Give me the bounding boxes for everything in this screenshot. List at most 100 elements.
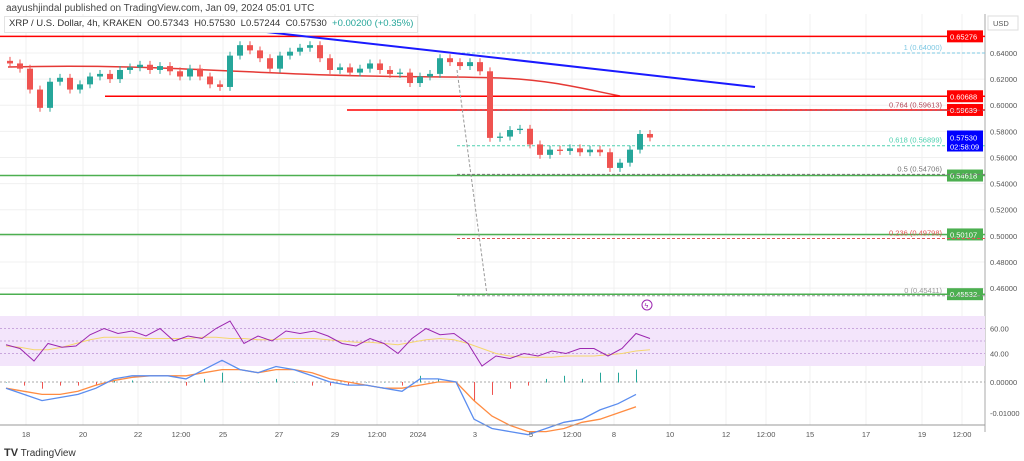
candle-body [27, 68, 33, 90]
macd-histogram-bar [438, 378, 439, 383]
candle-body [397, 72, 403, 74]
candle-body [77, 84, 83, 90]
candle-body [127, 67, 133, 70]
macd-histogram-bar [132, 380, 133, 383]
price-tick: 0.48000 [990, 258, 1017, 267]
candle-body [217, 84, 223, 87]
macd-tick: -0.01000 [990, 409, 1020, 418]
rsi-line [5, 320, 651, 367]
macd-histogram-bar [186, 382, 187, 386]
macd-line [5, 359, 637, 436]
time-tick: 12:00 [172, 430, 191, 439]
candle-body [107, 73, 113, 80]
macd-histogram-bar [312, 382, 313, 386]
candle-body [587, 149, 593, 153]
fib-trend-line [456, 69, 488, 296]
candle-body [307, 45, 313, 48]
candle-body [257, 50, 263, 59]
macd-histogram-bar [222, 372, 223, 383]
macd-signal-line [5, 368, 637, 433]
rsi-tick: 60.00 [990, 325, 1009, 334]
candle-body [527, 128, 533, 145]
price-tick: 0.64000 [990, 49, 1017, 58]
price-tick: 0.62000 [990, 75, 1017, 84]
symbol-name: XRP / U.S. Dollar, 4h, KRAKEN [9, 18, 142, 29]
time-tick: 22 [134, 430, 142, 439]
macd-histogram-bar [24, 382, 25, 386]
candle-body [327, 58, 333, 70]
candle-body [167, 66, 173, 72]
symbol-legend[interactable]: XRP / U.S. Dollar, 4h, KRAKEN O0.57343 H… [4, 16, 419, 33]
countdown-label: 02:58:09 [950, 142, 979, 151]
candle-body [467, 62, 473, 67]
level-price-label: 0.45532 [950, 290, 977, 299]
candle-body [437, 58, 443, 74]
macd-histogram-bar [276, 378, 277, 383]
candle-body [97, 73, 103, 77]
macd-histogram-bar [582, 378, 583, 383]
candle-body [637, 133, 643, 150]
macd-histogram-bar [402, 382, 403, 386]
lightning-icon[interactable] [641, 299, 653, 311]
time-tick: 18 [22, 430, 30, 439]
moving-average-line [7, 65, 621, 97]
ohlc-open: O0.57343 [147, 18, 189, 29]
time-tick: 12:00 [953, 430, 972, 439]
candle-body [427, 73, 433, 77]
macd-histogram-bar [564, 375, 565, 383]
time-tick: 12:00 [563, 430, 582, 439]
candle-body [67, 77, 73, 90]
last-price-label: 0.57530 [950, 133, 977, 142]
price-chart[interactable]: 0.64000 0.62000 0.60000 0.58000 0.56000 0.540… [0, 0, 1024, 445]
candle-body [537, 144, 543, 155]
level-price-tag [947, 169, 983, 182]
candle-body [337, 67, 343, 70]
level-price-label: 0.54618 [950, 172, 977, 181]
level-price-tag [947, 90, 983, 103]
candle-body [267, 58, 273, 69]
tradingview-logo[interactable]: TV TradingView [4, 447, 76, 459]
macd-histogram-bar [474, 382, 475, 402]
time-tick: 19 [918, 430, 926, 439]
candle-body [547, 149, 553, 155]
candle-body [487, 71, 493, 138]
macd-histogram-bar [150, 382, 151, 383]
macd-histogram-bar [510, 382, 511, 389]
price-tick: 0.60000 [990, 101, 1017, 110]
candle-body [237, 45, 243, 56]
candle-body [577, 148, 583, 153]
macd-histogram-bar [348, 382, 349, 386]
macd-histogram-bar [96, 382, 97, 386]
macd-histogram-bar [492, 382, 493, 395]
price-change: +0.00200 (+0.35%) [332, 18, 414, 29]
time-tick: 15 [806, 430, 814, 439]
level-price-label: 0.50107 [950, 230, 977, 239]
macd-histogram-bar [366, 382, 367, 383]
fib-level-label: 0 (0.45411) [904, 286, 942, 295]
macd-histogram-bar [618, 372, 619, 383]
candle-body [517, 128, 523, 131]
time-tick: 8 [612, 430, 616, 439]
time-tick: 2024 [410, 430, 427, 439]
time-tick: 17 [862, 430, 870, 439]
rsi-tick: 40.00 [990, 350, 1009, 359]
macd-histogram-bar [240, 382, 241, 383]
candle-body [457, 62, 463, 67]
candle-body [557, 149, 563, 151]
candle-body [507, 130, 513, 137]
time-tick: 25 [219, 430, 227, 439]
candle-body [567, 148, 573, 151]
candle-body [177, 71, 183, 77]
macd-histogram-bar [6, 382, 7, 383]
candle-body [347, 67, 353, 73]
macd-histogram-bar [528, 382, 529, 386]
candle-body [607, 152, 613, 168]
time-tick: 20 [79, 430, 87, 439]
candle-body [627, 149, 633, 163]
price-tick: 0.56000 [990, 153, 1017, 162]
price-tick: 0.50000 [990, 232, 1017, 241]
candle-body [147, 64, 153, 70]
fib-level-label: 0.764 (0.59613) [889, 100, 942, 109]
candle-body [407, 72, 413, 84]
currency-button[interactable] [987, 15, 1019, 31]
